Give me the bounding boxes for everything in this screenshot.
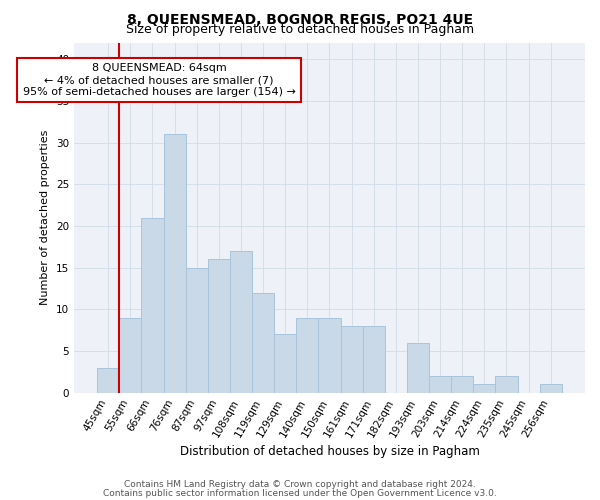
X-axis label: Distribution of detached houses by size in Pagham: Distribution of detached houses by size …	[179, 444, 479, 458]
Bar	[97, 368, 119, 392]
Text: 8, QUEENSMEAD, BOGNOR REGIS, PO21 4UE: 8, QUEENSMEAD, BOGNOR REGIS, PO21 4UE	[127, 12, 473, 26]
Bar	[119, 318, 142, 392]
Y-axis label: Number of detached properties: Number of detached properties	[40, 130, 50, 305]
Text: 8 QUEENSMEAD: 64sqm
← 4% of detached houses are smaller (7)
95% of semi-detached: 8 QUEENSMEAD: 64sqm ← 4% of detached hou…	[23, 64, 296, 96]
Bar	[142, 218, 164, 392]
Bar	[473, 384, 496, 392]
Bar	[496, 376, 518, 392]
Bar	[296, 318, 319, 392]
Bar	[230, 251, 252, 392]
Bar	[164, 134, 185, 392]
Bar	[319, 318, 341, 392]
Text: Contains HM Land Registry data © Crown copyright and database right 2024.: Contains HM Land Registry data © Crown c…	[124, 480, 476, 489]
Bar	[539, 384, 562, 392]
Bar	[429, 376, 451, 392]
Bar	[208, 259, 230, 392]
Bar	[341, 326, 362, 392]
Bar	[407, 342, 429, 392]
Bar	[274, 334, 296, 392]
Bar	[185, 268, 208, 392]
Bar	[451, 376, 473, 392]
Text: Size of property relative to detached houses in Pagham: Size of property relative to detached ho…	[126, 22, 474, 36]
Bar	[362, 326, 385, 392]
Bar	[252, 292, 274, 392]
Text: Contains public sector information licensed under the Open Government Licence v3: Contains public sector information licen…	[103, 488, 497, 498]
